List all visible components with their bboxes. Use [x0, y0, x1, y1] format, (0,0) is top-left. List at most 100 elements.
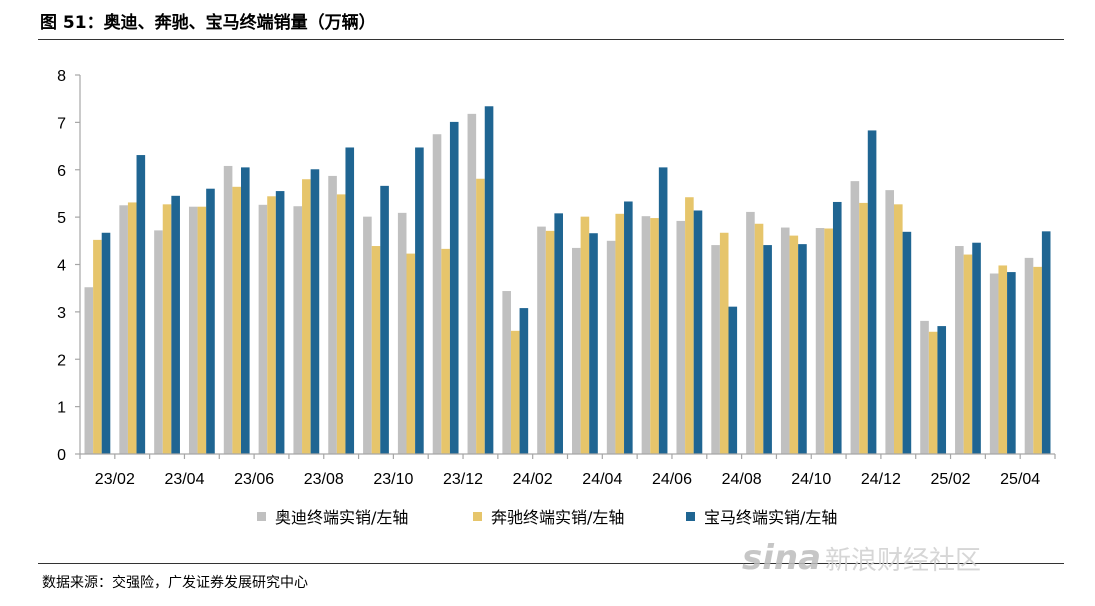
bar-audi-23-02 [84, 287, 94, 454]
bar-audi-25-05 [1024, 257, 1034, 454]
x-axis-ticks: 23/02 23/04 23/06 23/08 23/10 23/12 24/02 24/04… [79, 454, 1056, 488]
source-note: 数据来源：交强险，广发证券发展研究中心 [42, 575, 308, 591]
y-tick-label: 5 [57, 210, 66, 227]
x-tick-label: 23/12 [443, 471, 483, 488]
bar-audi-23-06 [223, 165, 233, 454]
bar-audi-24-03 [537, 226, 546, 454]
bar-bmw-23-04 [171, 195, 180, 454]
bar-audi-24-11 [815, 228, 825, 454]
bar-audi-25-01 [885, 190, 894, 454]
bar-bmw-24-02 [519, 308, 529, 454]
bar-audi-24-12 [850, 181, 860, 454]
x-tick-label: 24/04 [582, 471, 622, 488]
y-tick-label: 4 [57, 258, 66, 275]
legend-swatch-benz [473, 512, 482, 521]
bar-benz-24-12 [859, 202, 868, 454]
bar-bmw-25-01 [902, 231, 912, 454]
x-tick-label: 24/08 [722, 471, 762, 488]
bar-audi-23-09 [328, 175, 337, 454]
legend-label-audi: 奥迪终端实销/左轴 [275, 508, 408, 527]
bar-bmw-25-04 [1007, 272, 1016, 454]
legend: 奥迪终端实销/左轴 奔驰终端实销/左轴 宝马终端实销/左轴 [257, 508, 837, 527]
bar-benz-24-10 [789, 235, 799, 454]
bar-benz-23-12 [441, 248, 450, 454]
bar-benz-23-11 [406, 253, 416, 454]
bar-benz-24-09 [754, 223, 764, 454]
bar-audi-23-12 [432, 134, 442, 454]
bar-bmw-23-10 [380, 185, 389, 455]
figure-title: 图 51：奥迪、奔驰、宝马终端销量（万辆） [40, 13, 376, 33]
bar-benz-24-05 [615, 213, 625, 454]
bar-audi-23-10 [363, 216, 372, 454]
y-tick-label: 7 [57, 115, 66, 132]
sina-logo: sina [742, 538, 822, 578]
bar-audi-24-08 [711, 245, 720, 454]
x-tick-label: 24/10 [791, 471, 831, 488]
bar-bmw-24-10 [798, 244, 807, 454]
bar-bmw-23-06 [241, 167, 250, 454]
bar-bmw-23-03 [136, 155, 146, 454]
title-divider [38, 39, 1064, 40]
bar-audi-23-08 [293, 206, 303, 454]
bar-bmw-24-05 [624, 201, 633, 454]
bar-audi-23-03 [119, 205, 128, 454]
bar-benz-24-06 [650, 218, 659, 454]
y-tick-label: 1 [57, 400, 66, 417]
bar-benz-25-04 [998, 265, 1008, 454]
bar-audi-24-10 [780, 227, 790, 454]
bar-benz-23-07 [267, 196, 276, 454]
bar-benz-23-06 [232, 186, 241, 454]
bar-audi-24-09 [746, 211, 755, 454]
bar-bmw-24-06 [658, 167, 668, 454]
bar-bmw-24-01 [484, 106, 494, 455]
x-tick-label: 25/02 [931, 471, 971, 488]
bar-audi-25-03 [955, 246, 964, 454]
bar-benz-24-07 [685, 197, 694, 455]
legend-swatch-audi [257, 512, 266, 521]
watermark-text: 新浪财经社区 [825, 546, 982, 576]
bar-benz-23-09 [336, 194, 346, 454]
bar-benz-24-03 [545, 230, 555, 454]
bar-benz-23-04 [162, 204, 172, 454]
x-tick-label: 24/12 [861, 471, 901, 488]
bar-audi-23-04 [154, 230, 163, 454]
bar-bmw-23-08 [310, 169, 320, 454]
bar-audi-23-11 [397, 212, 407, 454]
bar-bmw-25-03 [972, 242, 981, 454]
legend-label-bmw: 宝马终端实销/左轴 [704, 508, 837, 527]
x-tick-label: 23/10 [373, 471, 413, 488]
bar-audi-24-05 [606, 240, 616, 454]
bar-benz-24-02 [510, 330, 520, 454]
legend-label-benz: 奔驰终端实销/左轴 [491, 508, 624, 527]
bar-benz-24-08 [719, 232, 729, 454]
bar-bmw-24-07 [693, 210, 703, 454]
bar-audi-25-02 [920, 320, 929, 454]
x-tick-label: 24/02 [513, 471, 553, 488]
bar-audi-25-04 [989, 273, 999, 454]
bar-benz-25-05 [1033, 266, 1042, 454]
bar-audi-24-04 [572, 247, 581, 454]
x-tick-label: 23/06 [234, 471, 274, 488]
bar-audi-23-07 [258, 204, 268, 454]
bar-bmw-24-08 [728, 306, 738, 454]
bar-benz-25-01 [894, 204, 903, 454]
y-tick-label: 3 [57, 305, 66, 322]
sina-watermark: sina 新浪财经社区 [742, 538, 981, 578]
bar-bmw-23-05 [206, 188, 215, 454]
x-tick-label: 23/04 [164, 471, 204, 488]
bar-series [84, 106, 1051, 455]
y-axis-ticks: 0 1 2 3 4 5 6 7 8 [57, 68, 80, 464]
bar-benz-24-01 [476, 178, 485, 454]
bar-audi-23-05 [188, 206, 198, 454]
bar-bmw-23-02 [101, 232, 111, 454]
bar-audi-24-07 [676, 220, 686, 454]
bar-benz-25-03 [963, 254, 973, 454]
bar-benz-23-10 [371, 246, 381, 454]
x-tick-label: 23/02 [95, 471, 135, 488]
y-tick-label: 6 [57, 163, 66, 180]
bar-audi-24-02 [502, 291, 511, 454]
bar-bmw-23-09 [345, 147, 355, 455]
y-tick-label: 2 [57, 352, 66, 369]
bar-benz-23-08 [302, 179, 311, 455]
bar-benz-24-04 [580, 216, 590, 454]
